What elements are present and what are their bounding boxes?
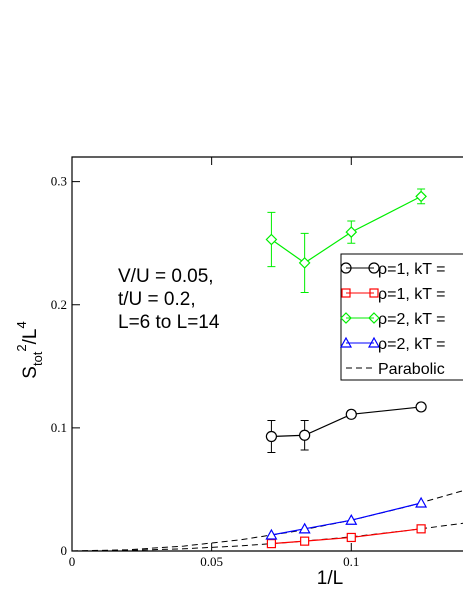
y-label-sup2: 4 [14,321,29,328]
marker [265,528,278,540]
y-label-sup: 2 [14,344,29,351]
fit-curve [72,490,463,552]
marker [415,190,427,203]
plot-area [72,188,463,552]
marker [340,312,352,324]
marker [415,401,427,413]
annotation: t/U = 0.2, [118,289,196,310]
series-line [271,528,422,545]
y-tick-label: 0.2 [51,297,67,312]
legend-label: ρ=2, kT = [378,311,446,328]
marker [340,262,352,274]
series-line [271,195,422,264]
marker [299,429,311,441]
legend-label: ρ=2, kT = [378,336,446,353]
series-line [271,502,422,536]
x-tick-label: 0 [69,554,76,569]
x-tick-label: 0.05 [200,554,223,569]
marker [415,496,428,508]
marker [368,312,380,324]
y-label-sub: tot [30,351,45,366]
legend-label: ρ=1, kT = [378,286,446,303]
marker [346,532,356,543]
x-axis-label: 1/L [317,568,343,589]
x-tick-label: 0.1 [343,554,359,569]
marker [345,408,357,420]
plot-frame [71,156,463,552]
legend-box [340,253,463,381]
marker [298,257,311,269]
marker [416,524,426,534]
marker [368,262,380,274]
marker [369,288,379,298]
marker [341,288,351,298]
annotation: L=6 to L=14 [118,312,220,333]
marker [265,430,278,443]
legend-label: ρ=1, kT = [378,261,446,278]
marker [367,336,381,348]
y-axis-label: Stot2/L4 [14,321,45,378]
marker [266,539,277,549]
legend-label: Parabolic [378,361,445,378]
y-label-rest: /L [20,328,41,344]
y-label-main: S [20,366,41,379]
marker [345,226,358,238]
marker [265,233,278,246]
marker [345,513,358,525]
marker [298,522,311,534]
marker [339,336,353,348]
y-tick-label: 0.1 [51,420,67,435]
marker [300,536,310,546]
series-line [271,406,422,438]
annotation: V/U = 0.05, [118,266,214,287]
y-tick-label: 0.3 [51,174,67,189]
y-tick-label: 0 [61,543,68,558]
